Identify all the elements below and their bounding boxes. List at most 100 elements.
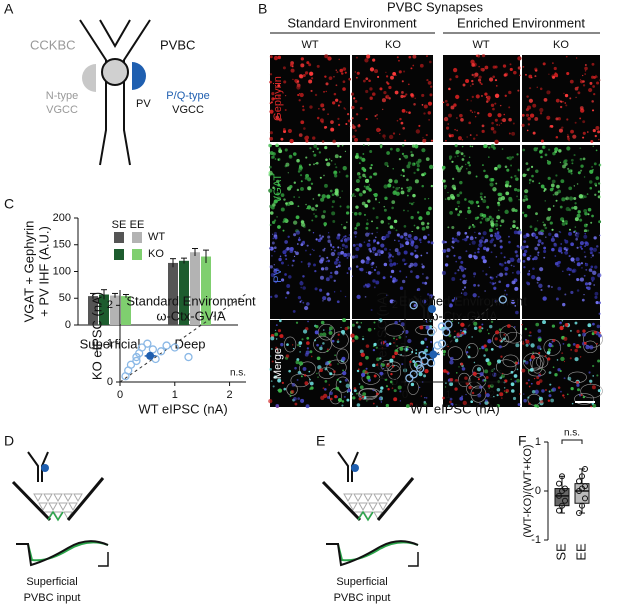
puncta xyxy=(426,345,429,348)
puncta xyxy=(490,103,495,107)
puncta xyxy=(333,291,336,293)
cell-triangle xyxy=(353,493,363,503)
puncta xyxy=(535,235,539,239)
puncta xyxy=(529,254,532,258)
cell-outline xyxy=(447,346,463,361)
puncta xyxy=(504,94,507,97)
puncta xyxy=(473,272,477,276)
puncta xyxy=(548,148,551,151)
channel-label: Merge xyxy=(272,348,284,379)
puncta xyxy=(376,271,381,275)
puncta xyxy=(545,236,547,238)
puncta xyxy=(324,183,328,188)
puncta xyxy=(392,365,395,368)
puncta xyxy=(484,290,486,292)
puncta xyxy=(305,173,310,178)
cell-outline xyxy=(495,359,517,375)
puncta xyxy=(333,279,336,282)
input-diagram xyxy=(11,451,109,567)
puncta xyxy=(453,238,458,242)
puncta xyxy=(292,309,296,313)
puncta xyxy=(530,335,532,337)
cell-triangle xyxy=(58,502,68,512)
puncta xyxy=(358,162,361,165)
puncta xyxy=(593,92,596,96)
micrograph xyxy=(522,232,600,319)
y-tick-label: 0 xyxy=(65,319,71,331)
puncta xyxy=(371,220,373,223)
puncta xyxy=(297,80,299,83)
puncta xyxy=(471,83,474,86)
puncta xyxy=(383,208,387,212)
puncta xyxy=(362,392,367,397)
puncta xyxy=(314,93,318,97)
puncta xyxy=(461,331,465,335)
puncta xyxy=(580,164,584,168)
puncta xyxy=(283,217,288,223)
puncta xyxy=(503,73,507,77)
puncta xyxy=(392,279,395,283)
puncta xyxy=(561,352,564,355)
puncta xyxy=(396,233,400,237)
puncta xyxy=(283,387,287,391)
puncta xyxy=(373,239,377,243)
micrograph xyxy=(352,232,433,319)
y-axis-label: + PV IHF (A.U.) xyxy=(36,226,51,317)
puncta xyxy=(269,55,273,59)
puncta xyxy=(533,256,538,261)
puncta xyxy=(471,111,474,113)
puncta xyxy=(461,145,464,148)
puncta xyxy=(596,342,598,345)
puncta xyxy=(415,349,418,351)
puncta xyxy=(585,286,589,289)
puncta xyxy=(508,117,512,122)
puncta xyxy=(300,120,305,125)
puncta xyxy=(373,268,377,272)
puncta xyxy=(474,116,477,118)
puncta xyxy=(459,113,463,118)
puncta xyxy=(583,251,586,254)
puncta xyxy=(579,245,583,249)
puncta xyxy=(422,137,424,139)
puncta xyxy=(451,277,456,281)
puncta xyxy=(455,151,459,155)
puncta xyxy=(547,399,551,402)
puncta xyxy=(366,243,371,248)
puncta xyxy=(458,255,462,260)
puncta xyxy=(478,329,482,333)
puncta xyxy=(373,374,377,378)
puncta xyxy=(276,216,278,218)
puncta xyxy=(334,163,336,165)
puncta xyxy=(512,122,515,125)
puncta xyxy=(353,97,356,100)
puncta xyxy=(354,137,358,142)
puncta xyxy=(360,267,364,272)
puncta xyxy=(380,145,383,148)
puncta xyxy=(316,116,320,120)
puncta xyxy=(541,368,543,370)
puncta xyxy=(373,286,376,289)
puncta xyxy=(293,397,297,401)
puncta xyxy=(589,250,594,255)
puncta xyxy=(565,196,570,201)
puncta xyxy=(425,133,428,137)
puncta xyxy=(389,380,393,384)
condition-label: Standard Environment xyxy=(287,15,417,30)
puncta xyxy=(273,199,278,204)
puncta xyxy=(554,262,559,266)
data-point xyxy=(437,322,447,331)
puncta xyxy=(352,192,355,196)
puncta xyxy=(406,178,409,182)
puncta xyxy=(488,387,490,390)
puncta xyxy=(471,95,474,99)
puncta xyxy=(460,118,464,122)
puncta xyxy=(342,332,345,336)
puncta xyxy=(537,239,542,243)
puncta xyxy=(565,55,568,58)
cell-outline xyxy=(384,323,405,337)
puncta xyxy=(477,78,482,82)
puncta xyxy=(367,144,370,146)
cell-triangle xyxy=(73,493,83,503)
puncta xyxy=(399,133,401,135)
